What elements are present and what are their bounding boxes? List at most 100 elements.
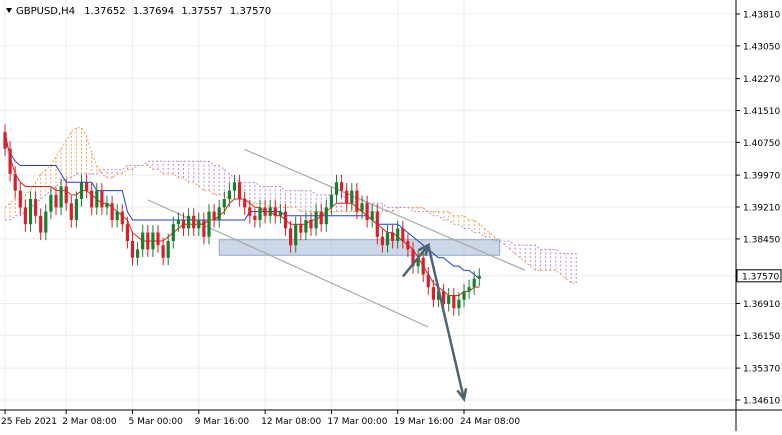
candle-bull	[197, 220, 201, 229]
candle-bear	[181, 220, 186, 229]
support-zone-rect	[218, 239, 501, 256]
y-tick-label: 1.43810	[743, 11, 780, 21]
candle-bear	[426, 274, 430, 288]
candle-bull	[176, 220, 180, 225]
candle-bull	[207, 211, 211, 237]
candle-bear	[340, 182, 344, 191]
y-tick-label: 1.39210	[743, 204, 780, 214]
candle-bear	[18, 190, 22, 208]
y-tick-label: 1.41510	[743, 107, 780, 117]
y-tick-label: 1.40750	[743, 139, 780, 149]
candle-bear	[248, 207, 252, 216]
candle-bear	[452, 295, 456, 309]
candle-bull	[329, 194, 333, 208]
x-tick-label: 19 Mar 16:00	[394, 417, 454, 427]
candle-bull	[166, 240, 170, 258]
candle-bear	[345, 190, 349, 204]
candle-bull	[115, 211, 119, 221]
candle-bear	[411, 249, 415, 267]
candle-bear	[69, 203, 73, 221]
candle-bear	[299, 224, 303, 233]
candle-bear	[54, 194, 58, 208]
candle-bull	[49, 194, 53, 212]
candle-bear	[90, 190, 94, 208]
channel-upper-line	[244, 148, 526, 271]
candle-bear	[202, 220, 206, 237]
candle-bull	[477, 275, 481, 279]
candle-bull	[436, 291, 441, 300]
y-tick-label: 1.39970	[743, 172, 780, 182]
candle-bear	[365, 203, 369, 221]
tenkan-sen-line	[4, 131, 480, 297]
candle-bear	[8, 148, 12, 174]
current-price-label: 1.37570	[742, 272, 779, 282]
candle-bull	[28, 199, 33, 225]
candle-bull	[222, 199, 226, 208]
candle-bear	[375, 211, 379, 237]
candle-bear	[125, 224, 129, 241]
forecast-arrow-down-head	[456, 388, 468, 403]
dropdown-triangle-icon[interactable]	[6, 8, 12, 13]
forecast-arrow-up-shaft	[401, 244, 430, 278]
candle-bear	[212, 211, 216, 221]
kijun-sen-line	[4, 140, 480, 280]
candle-bear	[283, 211, 288, 229]
candle-bear	[100, 190, 104, 208]
candle-bull	[385, 232, 390, 246]
candle-bear	[34, 199, 38, 216]
candle-bear	[110, 203, 114, 221]
x-tick-label: 2 Mar 08:00	[62, 417, 117, 427]
candle-bull	[171, 224, 175, 241]
candle-bear	[243, 199, 247, 208]
candle-bear	[406, 240, 410, 250]
x-tick-label: 25 Feb 2021	[1, 417, 57, 427]
candle-bear	[156, 232, 160, 246]
candle-bull	[396, 228, 400, 241]
candle-bull	[151, 232, 155, 250]
current-price-box	[736, 269, 782, 283]
candle-bull	[294, 224, 298, 246]
forecast-arrows	[401, 242, 468, 403]
candle-bear	[355, 190, 359, 212]
candle-bull	[268, 207, 272, 216]
candle-bear	[39, 215, 43, 233]
symbol-label: GBPUSD,H4	[16, 6, 75, 17]
y-tick-label: 1.34610	[743, 397, 780, 407]
y-tick-label: 1.38450	[743, 235, 780, 245]
candle-bear	[13, 173, 17, 191]
low-value: 1.37557	[181, 6, 222, 17]
time-axis: 25 Feb 2021 2 Mar 08:00 5 Mar 00:00 9 Mar 1…	[1, 410, 520, 427]
candle-bear	[253, 215, 257, 221]
open-value: 1.37652	[84, 6, 125, 17]
candle-bull	[278, 211, 282, 216]
support-zone	[218, 239, 501, 256]
svg-text:GBPUSD,H4 1.37652: GBPUSD,H4 1.37652 1.37694 1.37557 1.3757…	[16, 6, 271, 17]
high-value: 1.37694	[133, 6, 174, 17]
x-tick-label: 9 Mar 16:00	[195, 417, 250, 427]
candle-bear	[421, 257, 425, 275]
y-tick-label: 1.42270	[743, 75, 780, 85]
price-axis: 1.43810 1.43050 1.42270 1.41510 1.40750 1.399…	[736, 11, 782, 407]
candle-bear	[146, 232, 150, 250]
candle-bear	[64, 186, 68, 204]
candle-bear	[85, 182, 89, 191]
x-tick-label: 5 Mar 00:00	[129, 417, 184, 427]
candle-bear	[263, 207, 267, 216]
candle-bull	[141, 232, 145, 250]
forecast-arrow-down-shaft	[427, 244, 466, 400]
candle-bull	[227, 190, 231, 200]
candle-bear	[391, 232, 395, 241]
candle-bear	[319, 211, 323, 225]
candle-bull	[370, 211, 374, 221]
candle-bull	[44, 211, 48, 233]
candle-bull	[59, 186, 63, 208]
candle-bull	[457, 299, 461, 309]
candle-bull	[360, 203, 364, 212]
candle-bull	[462, 291, 466, 300]
candles	[3, 124, 481, 316]
candle-bear	[401, 228, 405, 241]
candle-bull	[258, 207, 262, 221]
candle-bull	[314, 211, 318, 229]
candle-bull	[472, 278, 476, 288]
